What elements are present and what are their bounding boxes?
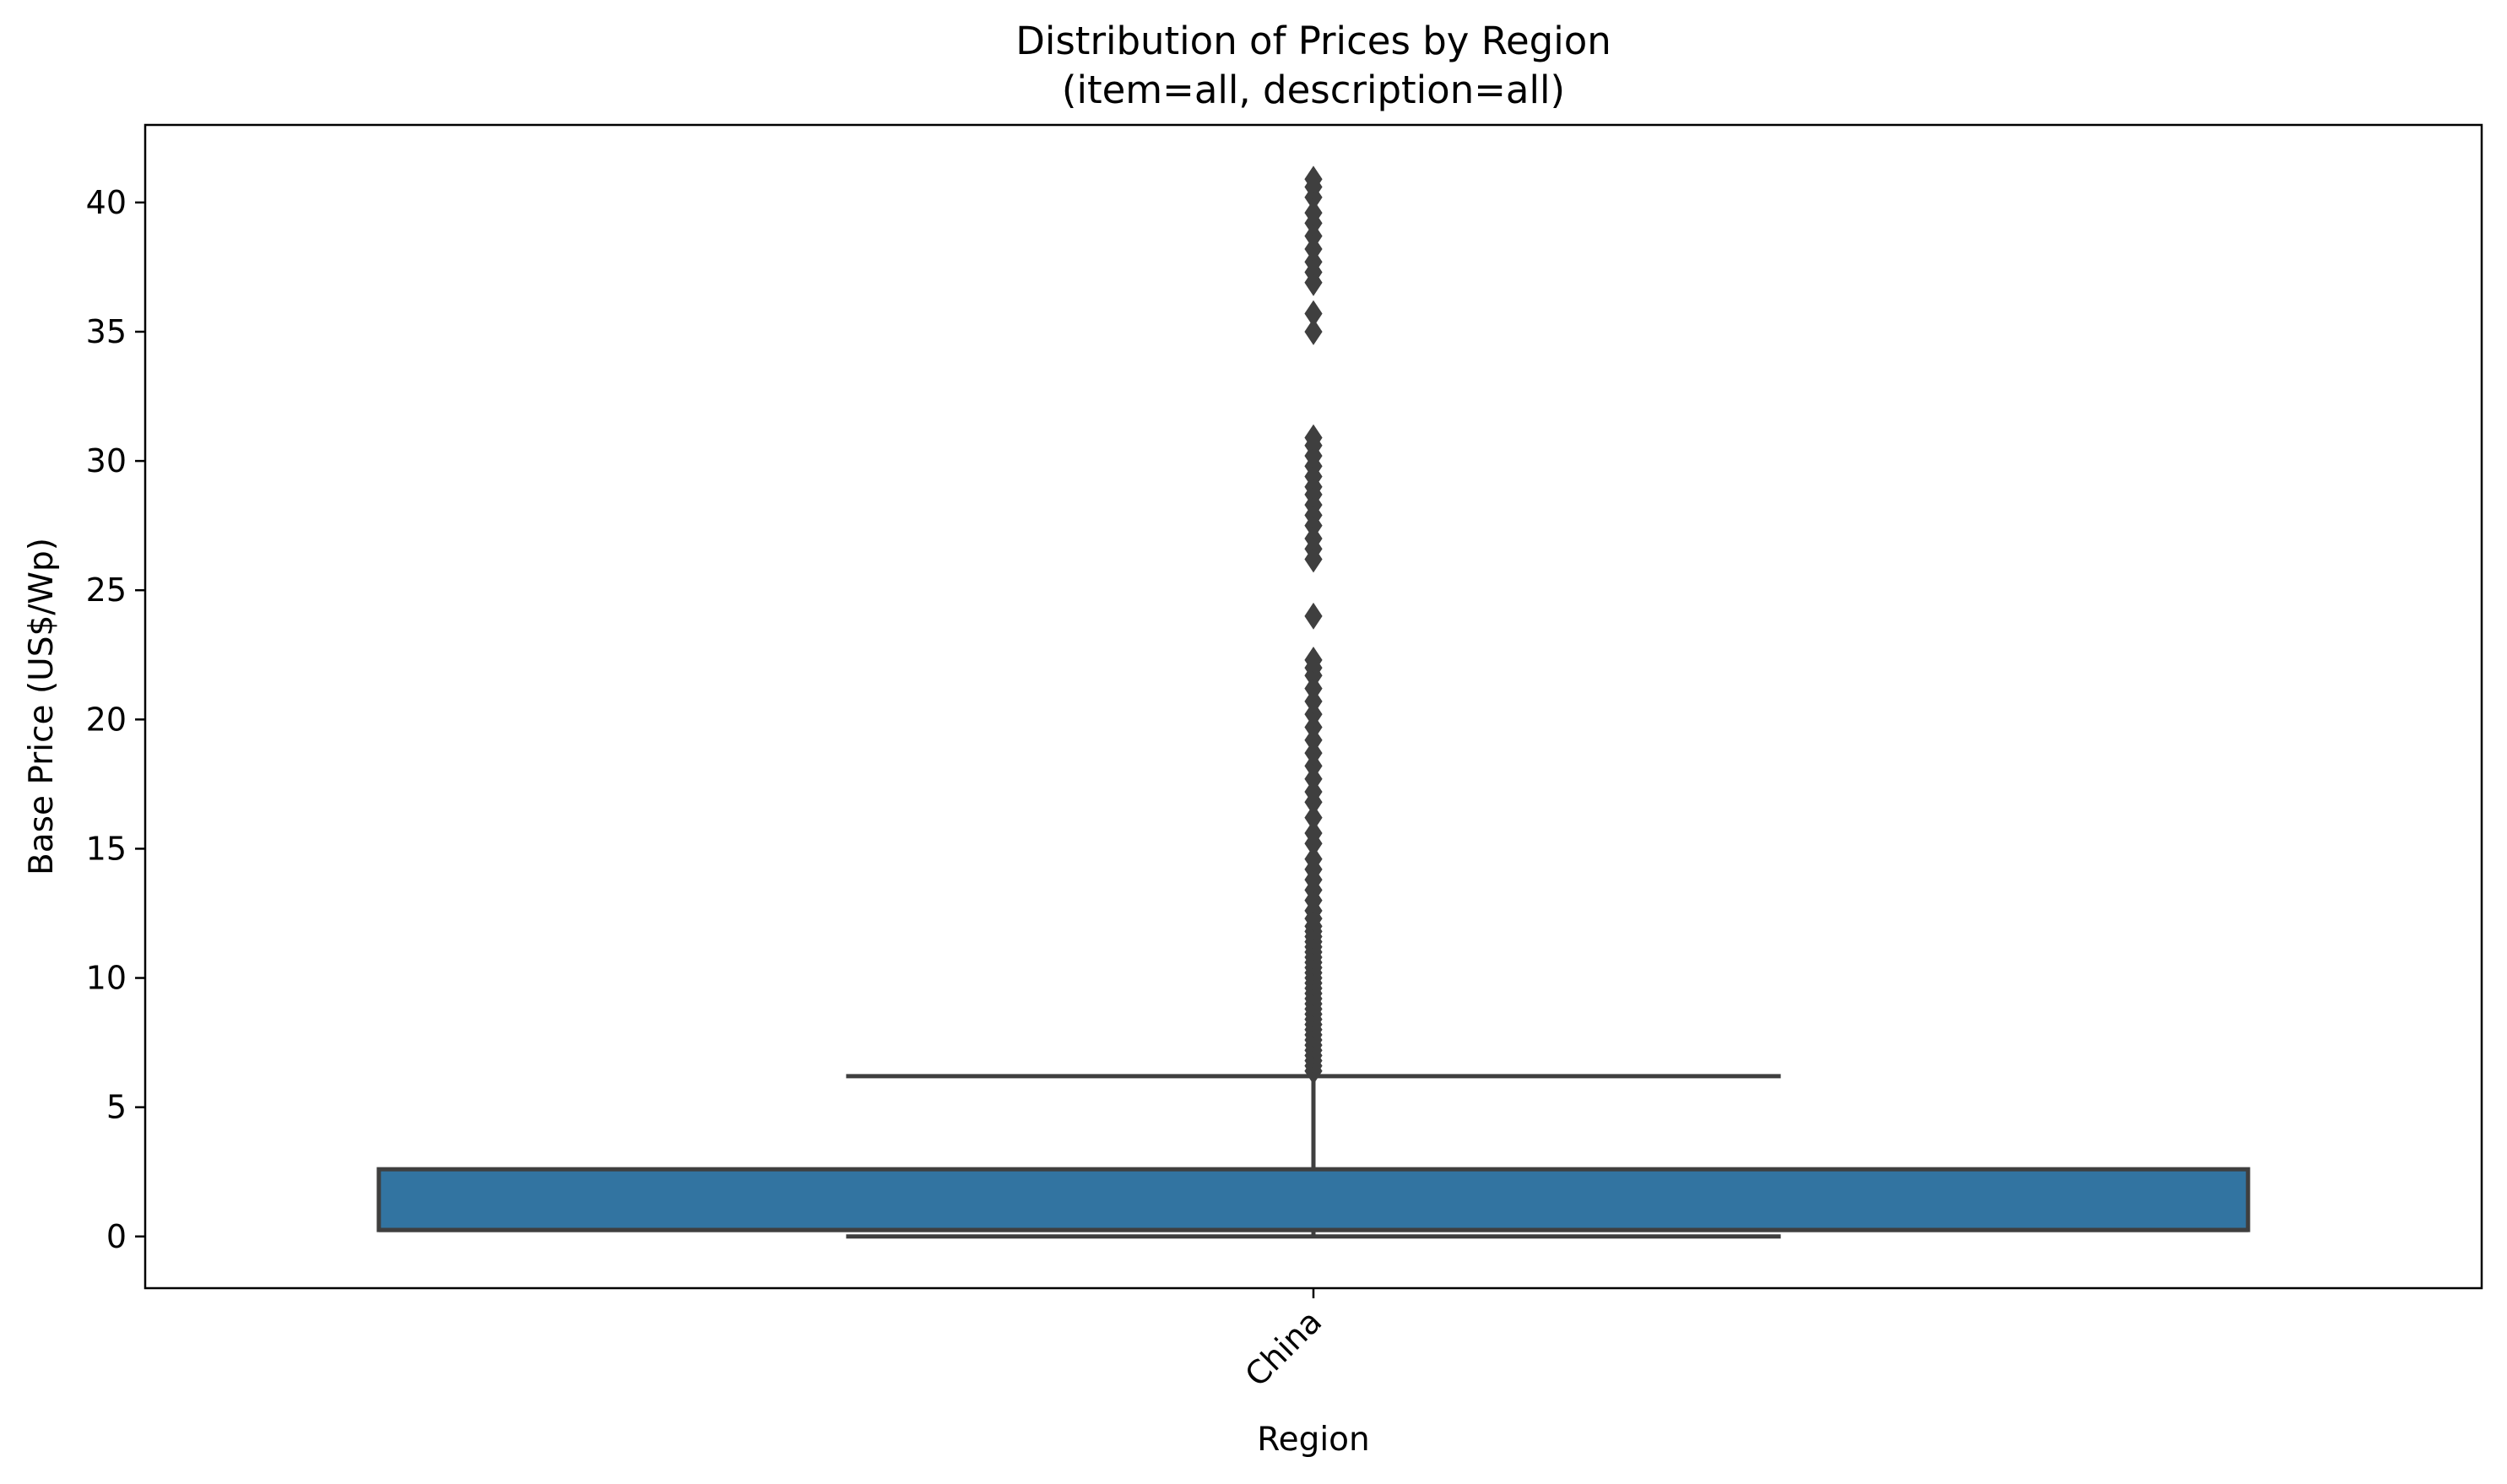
y-tick-label: 0 [106,1218,127,1255]
outlier-point [1304,300,1323,328]
outlier-point [1304,845,1323,873]
y-axis-ticks: 0 5 10 15 20 25 30 35 40 [86,184,145,1255]
x-axis-label: Region [1257,1421,1370,1459]
y-tick-label: 40 [86,184,127,221]
outlier-point [1304,318,1323,345]
outlier-point [1304,804,1323,831]
chart-title: Distribution of Prices by Region [1015,19,1611,63]
y-tick-label: 10 [86,960,127,997]
y-tick-label: 20 [86,701,127,738]
x-tick-label: China [1237,1303,1329,1394]
outlier-point [1304,646,1323,674]
plot-content [376,165,2250,1239]
outlier-point [1304,424,1323,452]
y-tick-label: 25 [86,571,127,609]
y-tick-label: 5 [106,1089,127,1126]
outlier-point [1304,199,1323,227]
x-axis-ticks: China [1237,1288,1329,1394]
y-tick-label: 35 [86,313,127,350]
y-tick-label: 30 [86,442,127,479]
outlier-point [1304,165,1323,193]
chart-subtitle: (item=all, description=all) [1062,68,1565,112]
y-axis-label: Base Price (US$/Wp) [23,538,61,875]
box-iqr [376,1167,2250,1232]
y-tick-label: 15 [86,830,127,867]
outlier-point [1304,602,1323,630]
outlier-point [1304,820,1323,847]
